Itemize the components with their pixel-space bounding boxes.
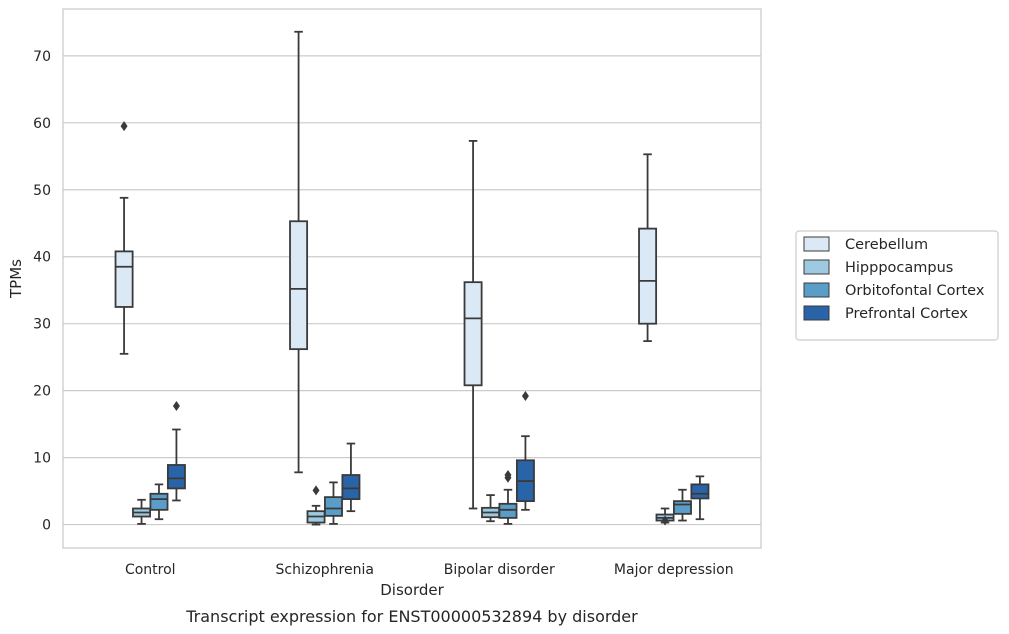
box-prefrontal-cortex [341, 442, 361, 513]
box-hipppocampus [306, 485, 326, 526]
x-axis-label: Disorder [380, 581, 444, 599]
y-tick-label: 40 [33, 250, 51, 266]
gridlines [63, 55, 761, 526]
y-tick-label: 70 [33, 49, 51, 65]
y-axis-label: TPMs [7, 259, 25, 299]
y-axis-ticks: 0 10 20 30 40 50 60 70 [33, 49, 51, 534]
y-tick-label: 60 [33, 116, 51, 132]
box-prefrontal-cortex [166, 401, 186, 502]
outlier-marker [172, 401, 180, 412]
box-body [690, 483, 710, 500]
box-orbitofontal-cortex [498, 470, 518, 525]
legend-label: Orbitofontal Cortex [845, 283, 985, 299]
box-orbitofontal-cortex [324, 481, 343, 525]
outlier-marker [312, 485, 320, 496]
box-orbitofontal-cortex [149, 483, 169, 521]
y-tick-label: 10 [33, 451, 51, 467]
box-body [498, 502, 518, 519]
legend-label: Prefrontal Cortex [845, 306, 968, 322]
x-axis-ticks: Control Schizophrenia Bipolar disorder Majo… [125, 562, 734, 578]
box-prefrontal-cortex [690, 475, 710, 521]
outlier-marker [521, 391, 529, 402]
box-body [324, 496, 343, 517]
box-body [673, 500, 692, 515]
x-tick-label: Major depression [614, 562, 734, 578]
box-hipppocampus [655, 507, 675, 526]
box-marks [114, 30, 710, 526]
y-tick-label: 30 [33, 317, 51, 333]
legend-swatch [803, 305, 830, 321]
box-prefrontal-cortex [515, 391, 535, 511]
legend-frame [795, 230, 999, 341]
y-tick-label: 50 [33, 183, 51, 199]
box-hipppocampus [481, 494, 500, 523]
x-tick-label: Control [125, 562, 176, 578]
box-cerebellum [638, 153, 658, 343]
box-body [341, 474, 361, 501]
box-body [289, 220, 309, 351]
box-body [166, 464, 186, 490]
box-body [114, 250, 134, 308]
legend-label: Hipppocampus [845, 260, 953, 276]
legend-swatch [803, 282, 830, 298]
legend: Cerebellum Hipppocampus Orbitofontal Corte… [795, 230, 999, 341]
x-tick-label: Schizophrenia [276, 562, 374, 578]
plot-frame [62, 8, 762, 549]
legend-swatch [803, 236, 830, 252]
legend-swatch [803, 259, 830, 275]
x-tick-label: Bipolar disorder [444, 562, 555, 578]
legend-label: Cerebellum [845, 237, 928, 253]
outlier-marker [661, 515, 669, 526]
box-cerebellum [114, 121, 134, 355]
y-tick-label: 20 [33, 384, 51, 400]
box-cerebellum [463, 140, 483, 510]
box-body [463, 281, 483, 387]
outlier-marker [120, 121, 128, 132]
box-hipppocampus [132, 498, 151, 525]
chart-caption: Transcript expression for ENST0000053289… [185, 607, 638, 626]
box-body [638, 227, 658, 325]
outlier-marker [504, 470, 512, 481]
y-tick-label: 0 [42, 518, 51, 534]
box-orbitofontal-cortex [673, 488, 692, 522]
box-cerebellum [289, 30, 309, 474]
box-body [149, 492, 169, 511]
